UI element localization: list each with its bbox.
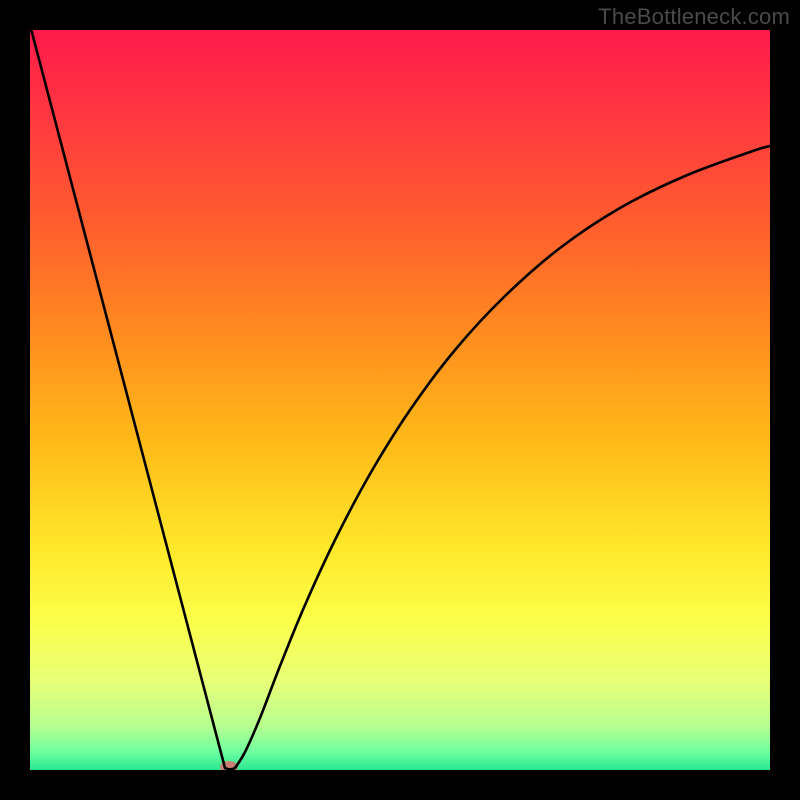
- chart-container: TheBottleneck.com: [0, 0, 800, 800]
- watermark-text: TheBottleneck.com: [598, 4, 790, 30]
- plot-background-gradient: [30, 30, 770, 770]
- bottleneck-chart: [0, 0, 800, 800]
